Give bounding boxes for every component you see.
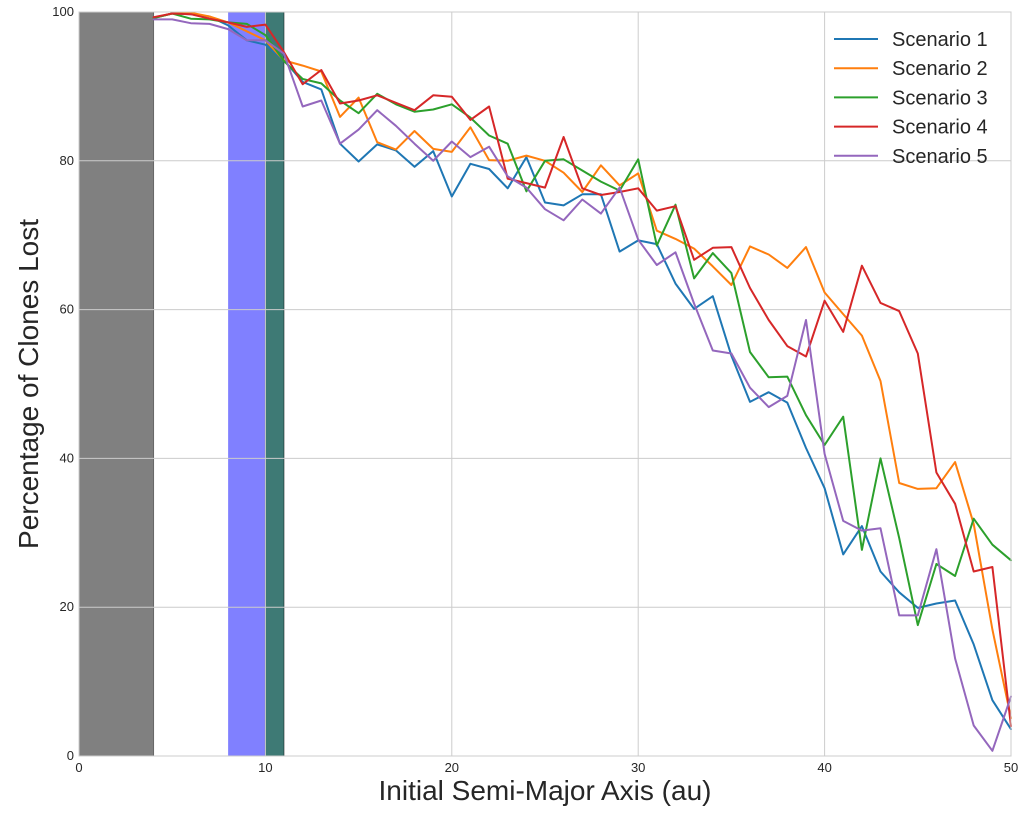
shaded-bands [79,12,285,756]
legend-label-scenario-1: Scenario 1 [892,29,988,51]
tick-labels: 0 10 20 30 40 50 0 20 40 60 80 100 [52,4,1018,775]
x-tick-label: 50 [1004,760,1018,775]
x-tick-label: 10 [258,760,272,775]
y-axis-title: Percentage of Clones Lost [13,219,44,549]
y-tick-label: 40 [60,450,74,465]
legend-label-scenario-3: Scenario 3 [892,87,988,109]
y-tick-label: 20 [60,599,74,614]
series-lines [152,11,1012,752]
x-axis-title: Initial Semi-Major Axis (au) [379,775,712,806]
legend-label-scenario-5: Scenario 5 [892,146,988,168]
y-tick-label: 100 [52,4,74,19]
legend-label-scenario-2: Scenario 2 [892,58,988,80]
shaded-band-2 [228,12,266,756]
series-line-scenario-4 [152,12,1012,728]
series-line-scenario-2 [152,11,1012,720]
y-tick-label: 60 [60,302,74,317]
legend-label-scenario-4: Scenario 4 [892,117,988,139]
series-line-scenario-5 [152,18,1012,752]
x-tick-label: 40 [817,760,831,775]
y-tick-label: 80 [60,153,74,168]
x-tick-label: 20 [445,760,459,775]
shaded-band-1 [79,12,154,756]
legend: Scenario 1 Scenario 2 Scenario 3 Scenario 4… [834,29,988,168]
y-tick-label: 0 [67,748,74,763]
shaded-band-3 [265,12,285,756]
x-tick-label: 0 [75,760,82,775]
plot-frame [78,11,1012,757]
x-tick-label: 30 [631,760,645,775]
